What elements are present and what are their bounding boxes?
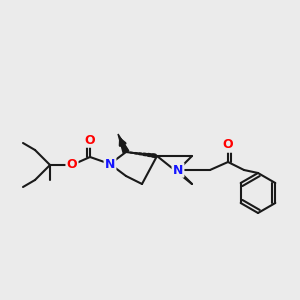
- Text: O: O: [85, 134, 95, 146]
- Text: O: O: [223, 139, 233, 152]
- Polygon shape: [118, 134, 129, 153]
- Text: N: N: [173, 164, 183, 176]
- Text: O: O: [67, 158, 77, 172]
- Text: N: N: [105, 158, 115, 170]
